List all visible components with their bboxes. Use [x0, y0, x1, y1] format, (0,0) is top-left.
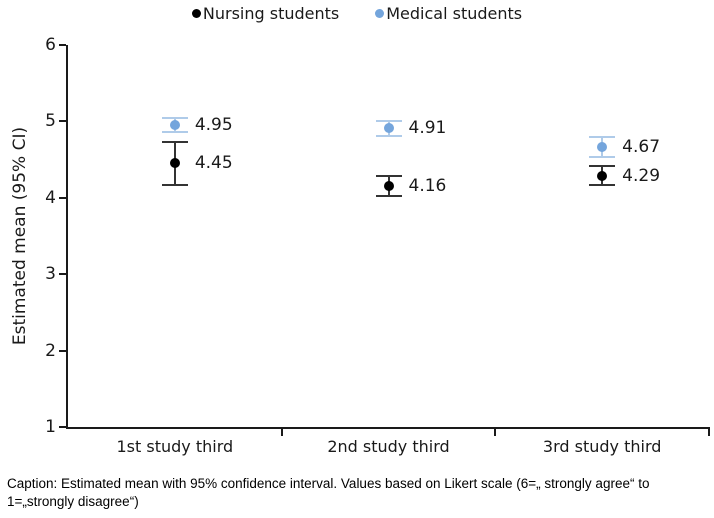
error-bar-cap-bottom	[589, 155, 616, 158]
error-bar-cap-top	[161, 141, 188, 144]
error-bar-cap-top	[589, 135, 616, 138]
x-tick	[708, 429, 710, 436]
y-tick-label: 4	[45, 187, 56, 208]
y-axis-line	[66, 45, 68, 429]
data-point-label: 4.29	[622, 165, 661, 186]
error-bar-cap-top	[589, 165, 616, 168]
data-point-label: 4.16	[408, 175, 447, 196]
data-point-marker	[383, 180, 394, 191]
y-tick-label: 1	[45, 417, 56, 437]
data-point-marker	[169, 158, 180, 169]
legend-item: Medical students	[375, 4, 522, 23]
figure-caption: Caption: Estimated mean with 95% confide…	[7, 476, 650, 509]
y-tick	[59, 120, 66, 123]
y-tick-label: 3	[45, 264, 56, 285]
y-tick-label: 6	[45, 35, 56, 55]
y-tick	[59, 44, 66, 46]
x-axis-line	[66, 427, 710, 429]
y-tick	[59, 196, 66, 199]
error-bar-cap-top	[375, 174, 402, 177]
x-category-label: 1st study third	[116, 437, 234, 456]
error-bar-cap-bottom	[375, 194, 402, 197]
legend-marker-icon	[375, 9, 385, 18]
error-bar-cap-bottom	[375, 134, 402, 137]
error-bar-cap-bottom	[589, 183, 616, 186]
x-category-label: 3rd study third	[542, 437, 662, 456]
x-tick	[280, 429, 283, 436]
data-point-label: 4.45	[194, 153, 233, 174]
data-point-label: 4.95	[194, 115, 233, 136]
legend-marker-icon	[191, 9, 201, 18]
data-point-marker	[597, 170, 608, 181]
legend-label: Medical students	[386, 4, 523, 23]
x-category-label: 2nd study third	[327, 437, 450, 456]
data-point-label: 4.67	[622, 136, 661, 157]
chart-legend: Nursing students Medical students	[0, 4, 714, 23]
y-tick-label: 5	[45, 111, 56, 132]
legend-label: Nursing students	[202, 4, 340, 23]
error-bar-cap-top	[375, 119, 402, 122]
data-point-marker	[169, 120, 180, 131]
data-point-label: 4.91	[408, 118, 447, 139]
y-tick-label: 2	[45, 340, 56, 361]
y-axis-title: Estimated mean (95% CI)	[10, 126, 30, 346]
data-point-marker	[383, 123, 394, 134]
y-tick	[59, 426, 66, 428]
error-bar-cap-top	[161, 117, 188, 120]
legend-item: Nursing students	[191, 4, 340, 23]
error-bar-cap-bottom	[161, 131, 188, 134]
error-bar-cap-bottom	[161, 183, 188, 186]
y-tick	[59, 273, 66, 276]
x-tick	[494, 429, 497, 436]
data-point-marker	[597, 141, 608, 152]
y-tick	[59, 349, 66, 352]
